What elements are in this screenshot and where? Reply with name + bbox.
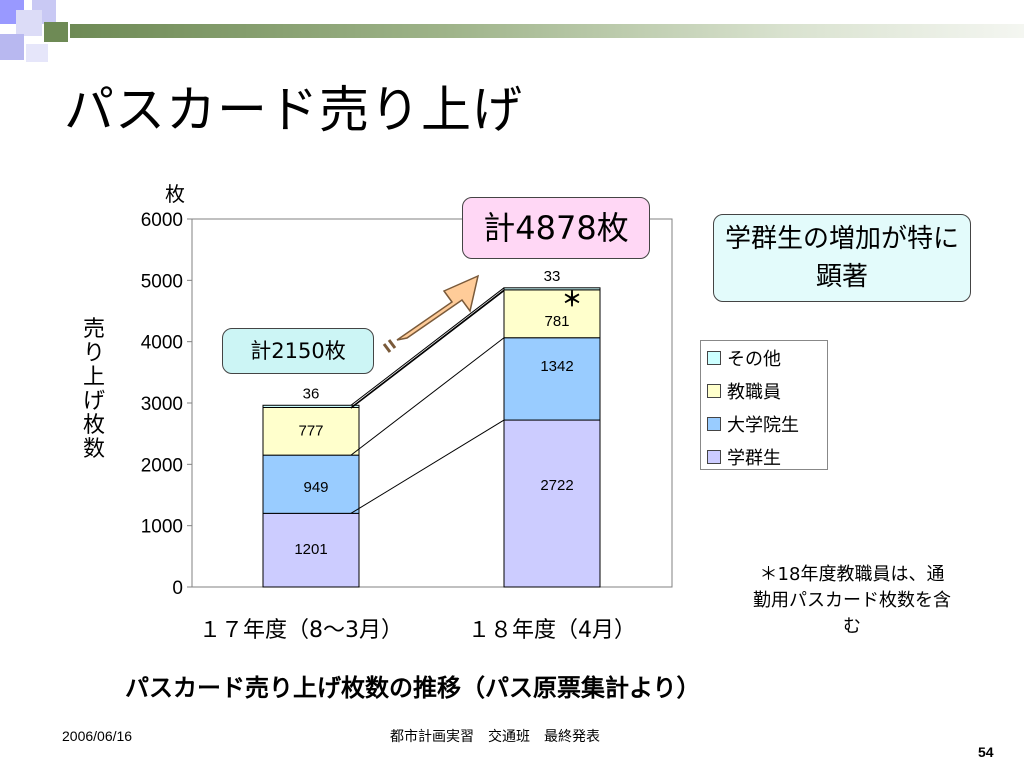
bar-segment <box>262 454 360 514</box>
y-tick-label: 5000 <box>141 271 183 292</box>
series-connector-line <box>350 337 505 456</box>
data-label: 777 <box>298 422 323 439</box>
total-callout-fy17: 計2150枚 <box>222 328 374 374</box>
bar-segment <box>262 404 360 408</box>
bar-segment <box>262 406 360 456</box>
data-label: 36 <box>303 385 320 402</box>
x-axis-caption: パスカード売り上げ枚数の推移（パス原票集計より） <box>125 674 701 702</box>
bar-segment <box>503 287 601 291</box>
corner-square-5 <box>0 34 24 60</box>
legend-item: 学群生 <box>701 440 827 473</box>
footer-title: 都市計画実習 交通班 最終発表 <box>390 729 600 745</box>
y-tick-label: 1000 <box>141 517 183 538</box>
y-tick-label: 0 <box>172 578 183 599</box>
total-callout-fy18: 計4878枚 <box>462 197 650 259</box>
legend-swatch <box>707 416 721 431</box>
legend-swatch <box>707 449 721 464</box>
data-label: 1201 <box>294 541 327 558</box>
legend-label: 教職員 <box>727 381 781 403</box>
x-category-label: １８年度（4月） <box>468 618 636 643</box>
slide-title: パスカード売り上げ <box>64 81 523 139</box>
y-axis-label: 売り上げ枚数 <box>82 317 105 462</box>
footnote: ＊18年度教職員は、通勤用パスカード枚数を含む <box>753 564 951 637</box>
corner-square-6 <box>26 44 48 62</box>
data-label: 1342 <box>540 358 573 375</box>
page-number: 54 <box>978 744 994 760</box>
data-label: 2722 <box>540 477 573 494</box>
data-label: 781 <box>544 313 569 330</box>
x-category-label: １７年度（8～3月） <box>199 618 403 643</box>
title-accent-bar <box>70 24 1024 38</box>
legend-swatch <box>707 350 721 365</box>
series-connector-line <box>350 287 505 406</box>
bar-segment <box>262 512 360 588</box>
arrow-tail-mark <box>382 343 392 353</box>
legend-item: その他 <box>701 341 827 374</box>
data-label: 33 <box>544 268 561 285</box>
corner-square-3 <box>16 10 42 36</box>
plot-area: 0 1000 2000 3000 4000 5000 6000 1201 949 777 36 272… <box>141 210 673 643</box>
footer-date: 2006/06/16 <box>62 728 133 744</box>
chart-legend: その他教職員大学院生学群生 <box>700 340 828 470</box>
asterisk-mark: ＊ <box>562 287 582 311</box>
y-tick-label: 4000 <box>141 333 183 354</box>
series-connector-line <box>350 290 505 409</box>
legend-label: その他 <box>727 348 781 370</box>
corner-square-4 <box>44 22 68 42</box>
y-axis-unit: 枚 <box>165 182 185 206</box>
y-tick-label: 6000 <box>141 210 183 231</box>
legend-swatch <box>707 383 721 398</box>
bar-segment <box>503 337 601 421</box>
data-label: 949 <box>303 479 328 496</box>
y-tick-label: 3000 <box>141 394 183 415</box>
series-connector-line <box>350 419 505 514</box>
arrow-tail-mark <box>387 339 397 349</box>
bar-segment <box>503 419 601 588</box>
series-connector-line <box>350 289 505 408</box>
legend-item: 大学院生 <box>701 407 827 440</box>
y-tick-label: 2000 <box>141 455 183 476</box>
legend-label: 学群生 <box>727 447 781 469</box>
legend-item: 教職員 <box>701 374 827 407</box>
highlight-note: 学群生の増加が特に顕著 <box>713 214 971 302</box>
legend-label: 大学院生 <box>727 414 799 436</box>
bar-segment <box>503 289 601 339</box>
growth-arrow <box>396 274 480 341</box>
